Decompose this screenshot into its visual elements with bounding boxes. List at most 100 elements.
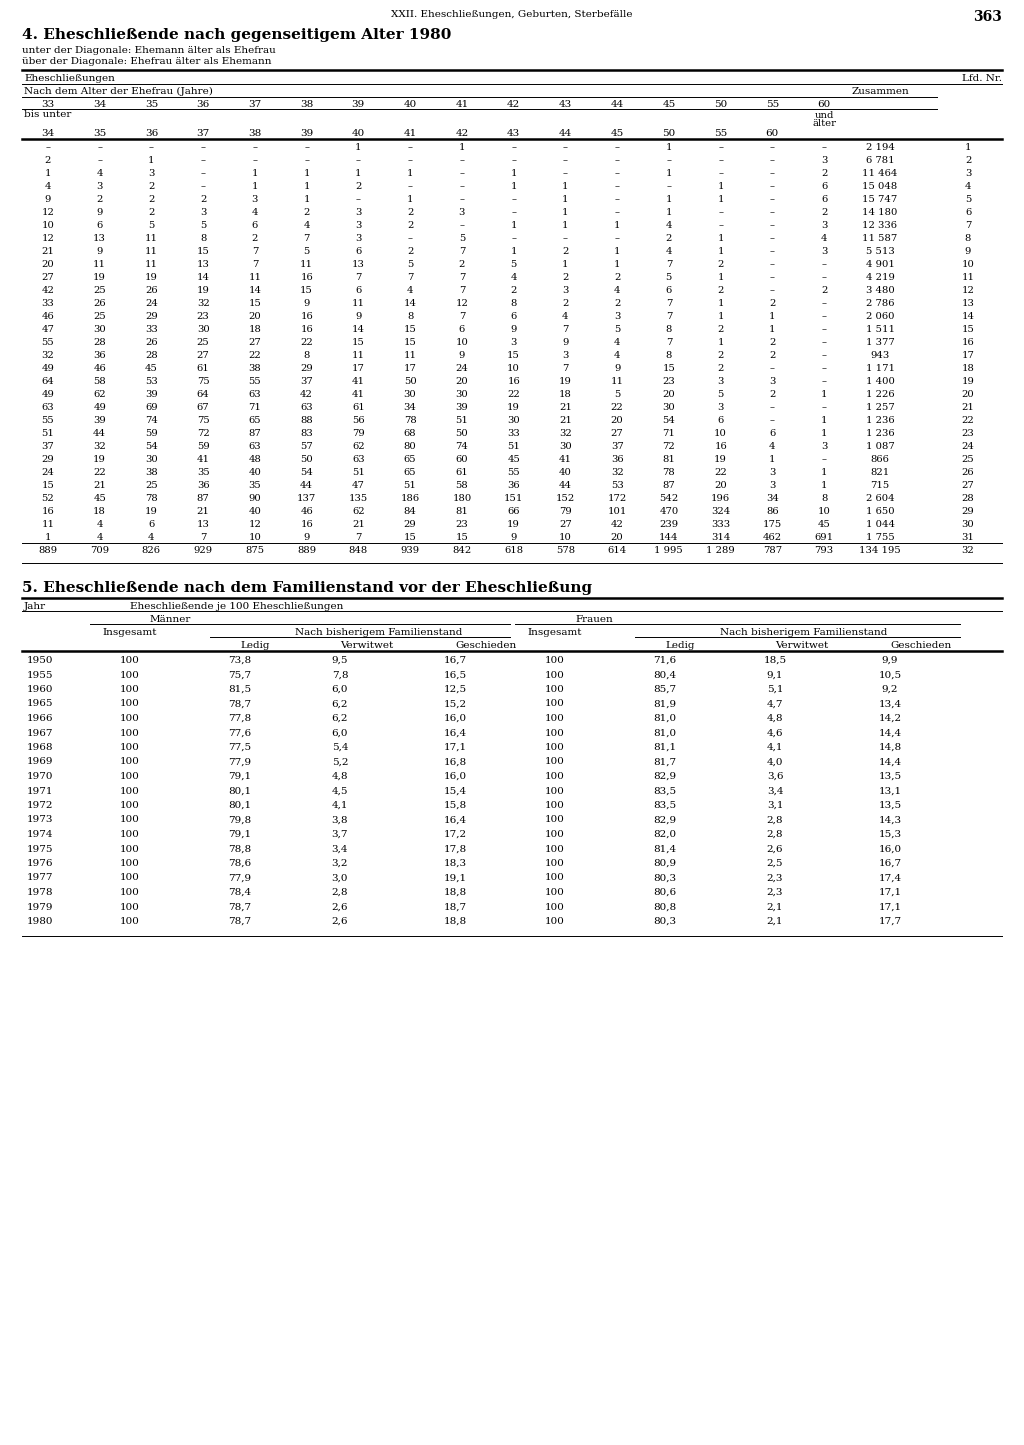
Text: 31: 31: [962, 533, 975, 542]
Text: 100: 100: [120, 714, 140, 722]
Text: 9: 9: [965, 247, 971, 256]
Text: 2: 2: [562, 299, 568, 308]
Text: 1: 1: [718, 273, 724, 282]
Text: 18,5: 18,5: [764, 656, 786, 665]
Text: –: –: [667, 182, 672, 191]
Text: 186: 186: [400, 494, 420, 503]
Text: 14: 14: [403, 299, 417, 308]
Text: 13: 13: [352, 260, 365, 269]
Text: 21: 21: [559, 416, 571, 425]
Text: 10: 10: [714, 429, 727, 438]
Text: –: –: [511, 156, 516, 165]
Text: 3: 3: [821, 156, 827, 165]
Text: 1: 1: [666, 169, 672, 178]
Text: 11: 11: [352, 299, 365, 308]
Text: 3,8: 3,8: [332, 815, 348, 825]
Text: 55: 55: [42, 416, 54, 425]
Text: –: –: [821, 403, 826, 412]
Text: 1: 1: [718, 195, 724, 204]
Text: 8: 8: [407, 312, 414, 321]
Text: –: –: [718, 221, 723, 230]
Text: 1960: 1960: [27, 685, 53, 694]
Text: 2 194: 2 194: [865, 143, 894, 152]
Text: 64: 64: [42, 377, 54, 386]
Text: bis unter: bis unter: [24, 110, 72, 118]
Text: 32: 32: [93, 442, 106, 451]
Text: 23: 23: [663, 377, 675, 386]
Text: –: –: [460, 156, 464, 165]
Text: 15: 15: [249, 299, 261, 308]
Text: 81,9: 81,9: [653, 699, 677, 708]
Text: 6,0: 6,0: [332, 685, 348, 694]
Text: 17,2: 17,2: [443, 829, 467, 840]
Text: 2: 2: [200, 195, 206, 204]
Text: 85,7: 85,7: [653, 685, 677, 694]
Text: 17,1: 17,1: [443, 743, 467, 751]
Text: 33: 33: [42, 299, 54, 308]
Text: 17,7: 17,7: [879, 918, 901, 926]
Text: Jahr: Jahr: [24, 603, 46, 611]
Text: 15,3: 15,3: [879, 829, 901, 840]
Text: 1978: 1978: [27, 889, 53, 897]
Text: 1: 1: [769, 312, 775, 321]
Text: 47: 47: [41, 325, 54, 334]
Text: 2: 2: [407, 247, 414, 256]
Text: 18: 18: [249, 325, 261, 334]
Text: 3,4: 3,4: [767, 786, 783, 796]
Text: 40: 40: [249, 507, 261, 516]
Text: 2,6: 2,6: [767, 844, 783, 854]
Text: 23: 23: [456, 520, 468, 529]
Text: –: –: [614, 195, 620, 204]
Text: 16: 16: [300, 312, 313, 321]
Text: 4: 4: [252, 208, 258, 217]
Text: 72: 72: [197, 429, 210, 438]
Text: 4,8: 4,8: [767, 714, 783, 722]
Text: 51: 51: [41, 429, 54, 438]
Text: unter der Diagonale: Ehemann älter als Ehefrau: unter der Diagonale: Ehemann älter als E…: [22, 46, 275, 55]
Text: 69: 69: [145, 403, 158, 412]
Text: 10,5: 10,5: [879, 670, 901, 679]
Text: –: –: [821, 455, 826, 464]
Text: 2,1: 2,1: [767, 903, 783, 912]
Text: 19: 19: [197, 286, 210, 295]
Text: 11: 11: [93, 260, 106, 269]
Text: 1: 1: [666, 143, 672, 152]
Text: 100: 100: [120, 772, 140, 780]
Text: 27: 27: [42, 273, 54, 282]
Text: 3: 3: [769, 481, 775, 490]
Text: 45: 45: [93, 494, 106, 503]
Text: 87: 87: [663, 481, 675, 490]
Text: 15: 15: [300, 286, 313, 295]
Text: 100: 100: [545, 873, 565, 883]
Text: 2,3: 2,3: [767, 889, 783, 897]
Text: 12: 12: [456, 299, 468, 308]
Text: 4: 4: [96, 520, 102, 529]
Text: 19: 19: [93, 455, 106, 464]
Text: 4: 4: [613, 338, 621, 347]
Text: –: –: [201, 169, 206, 178]
Text: 7: 7: [252, 247, 258, 256]
Text: 74: 74: [145, 416, 158, 425]
Text: 787: 787: [763, 546, 782, 555]
Text: 79: 79: [352, 429, 365, 438]
Text: 39: 39: [456, 403, 468, 412]
Text: 9: 9: [96, 208, 102, 217]
Text: 51: 51: [456, 416, 468, 425]
Text: 5: 5: [666, 273, 672, 282]
Text: 100: 100: [120, 699, 140, 708]
Text: 21: 21: [962, 403, 975, 412]
Text: –: –: [356, 156, 360, 165]
Text: 2: 2: [407, 221, 414, 230]
Text: 1 289: 1 289: [707, 546, 735, 555]
Text: 8: 8: [666, 325, 672, 334]
Text: 1: 1: [666, 208, 672, 217]
Text: 100: 100: [545, 918, 565, 926]
Text: 151: 151: [504, 494, 523, 503]
Text: 37: 37: [197, 129, 210, 139]
Text: 691: 691: [814, 533, 834, 542]
Text: 7: 7: [666, 260, 672, 269]
Text: 2: 2: [148, 182, 155, 191]
Text: 79,8: 79,8: [228, 815, 252, 825]
Text: 100: 100: [545, 656, 565, 665]
Text: 2 060: 2 060: [865, 312, 894, 321]
